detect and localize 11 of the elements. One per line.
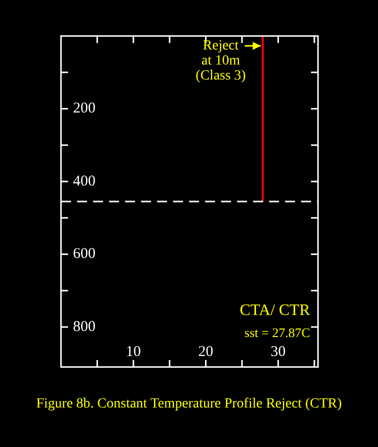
y-tick-label: 200 [73,100,96,117]
annotation: sst = 27.87C [244,325,310,340]
annotation: CTA/ CTR [240,302,310,319]
y-tick-label: 800 [73,318,96,335]
y-tick-label: 600 [73,246,96,262]
text: Figure 8b. Constant Temperature Profile Reject (CTR) [36,396,342,412]
x-tick-label: 20 [198,344,214,360]
annotation: Reject at 10m (Class 3) [196,38,246,84]
y-tick-label: 400 [73,173,96,190]
x-tick-label: 30 [270,344,286,360]
x-tick-label: 10 [126,344,141,360]
